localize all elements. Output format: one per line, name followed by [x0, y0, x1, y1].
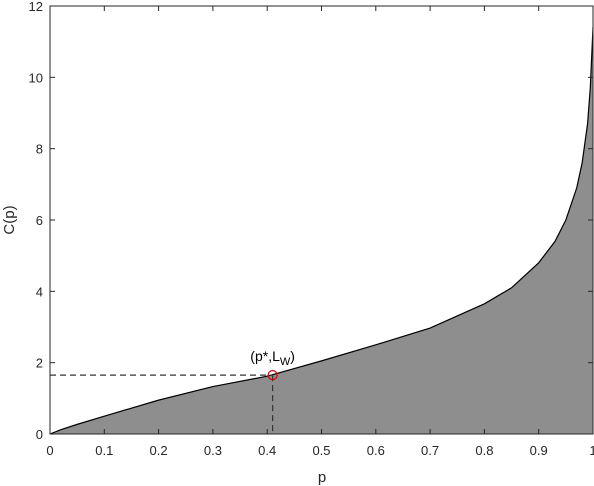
- point-label-part: (p*,L: [250, 348, 280, 364]
- point-marker: [267, 370, 278, 381]
- point-label: (p*,LW): [250, 348, 295, 368]
- x-axis-label: p: [318, 469, 326, 486]
- x-tick-label: 0.9: [530, 443, 548, 458]
- x-tick-label: 0.2: [150, 443, 168, 458]
- x-tick-label: 1: [589, 443, 594, 458]
- y-tick-label: 12: [29, 0, 43, 14]
- y-tick-label: 4: [36, 284, 43, 299]
- y-tick-label: 6: [36, 213, 43, 228]
- x-tick-label: 0.7: [421, 443, 439, 458]
- x-tick-label: 0.4: [258, 443, 276, 458]
- x-tick-label: 0.8: [475, 443, 493, 458]
- y-axis-label: C(p): [1, 205, 18, 234]
- x-tick-label: 0.1: [95, 443, 113, 458]
- y-tick-label: 0: [36, 427, 43, 442]
- y-tick-label: 8: [36, 142, 43, 157]
- x-tick-label: 0.6: [367, 443, 385, 458]
- y-tick-label: 2: [36, 356, 43, 371]
- point-label-part: ): [290, 348, 295, 364]
- x-tick-label: 0.5: [312, 443, 330, 458]
- point-label-part: W: [280, 356, 291, 368]
- curve: [49, 27, 594, 435]
- area: [50, 27, 593, 435]
- x-tick-label: 0: [46, 443, 53, 458]
- x-tick-label: 0.3: [204, 443, 222, 458]
- y-tick-label: 10: [29, 70, 43, 85]
